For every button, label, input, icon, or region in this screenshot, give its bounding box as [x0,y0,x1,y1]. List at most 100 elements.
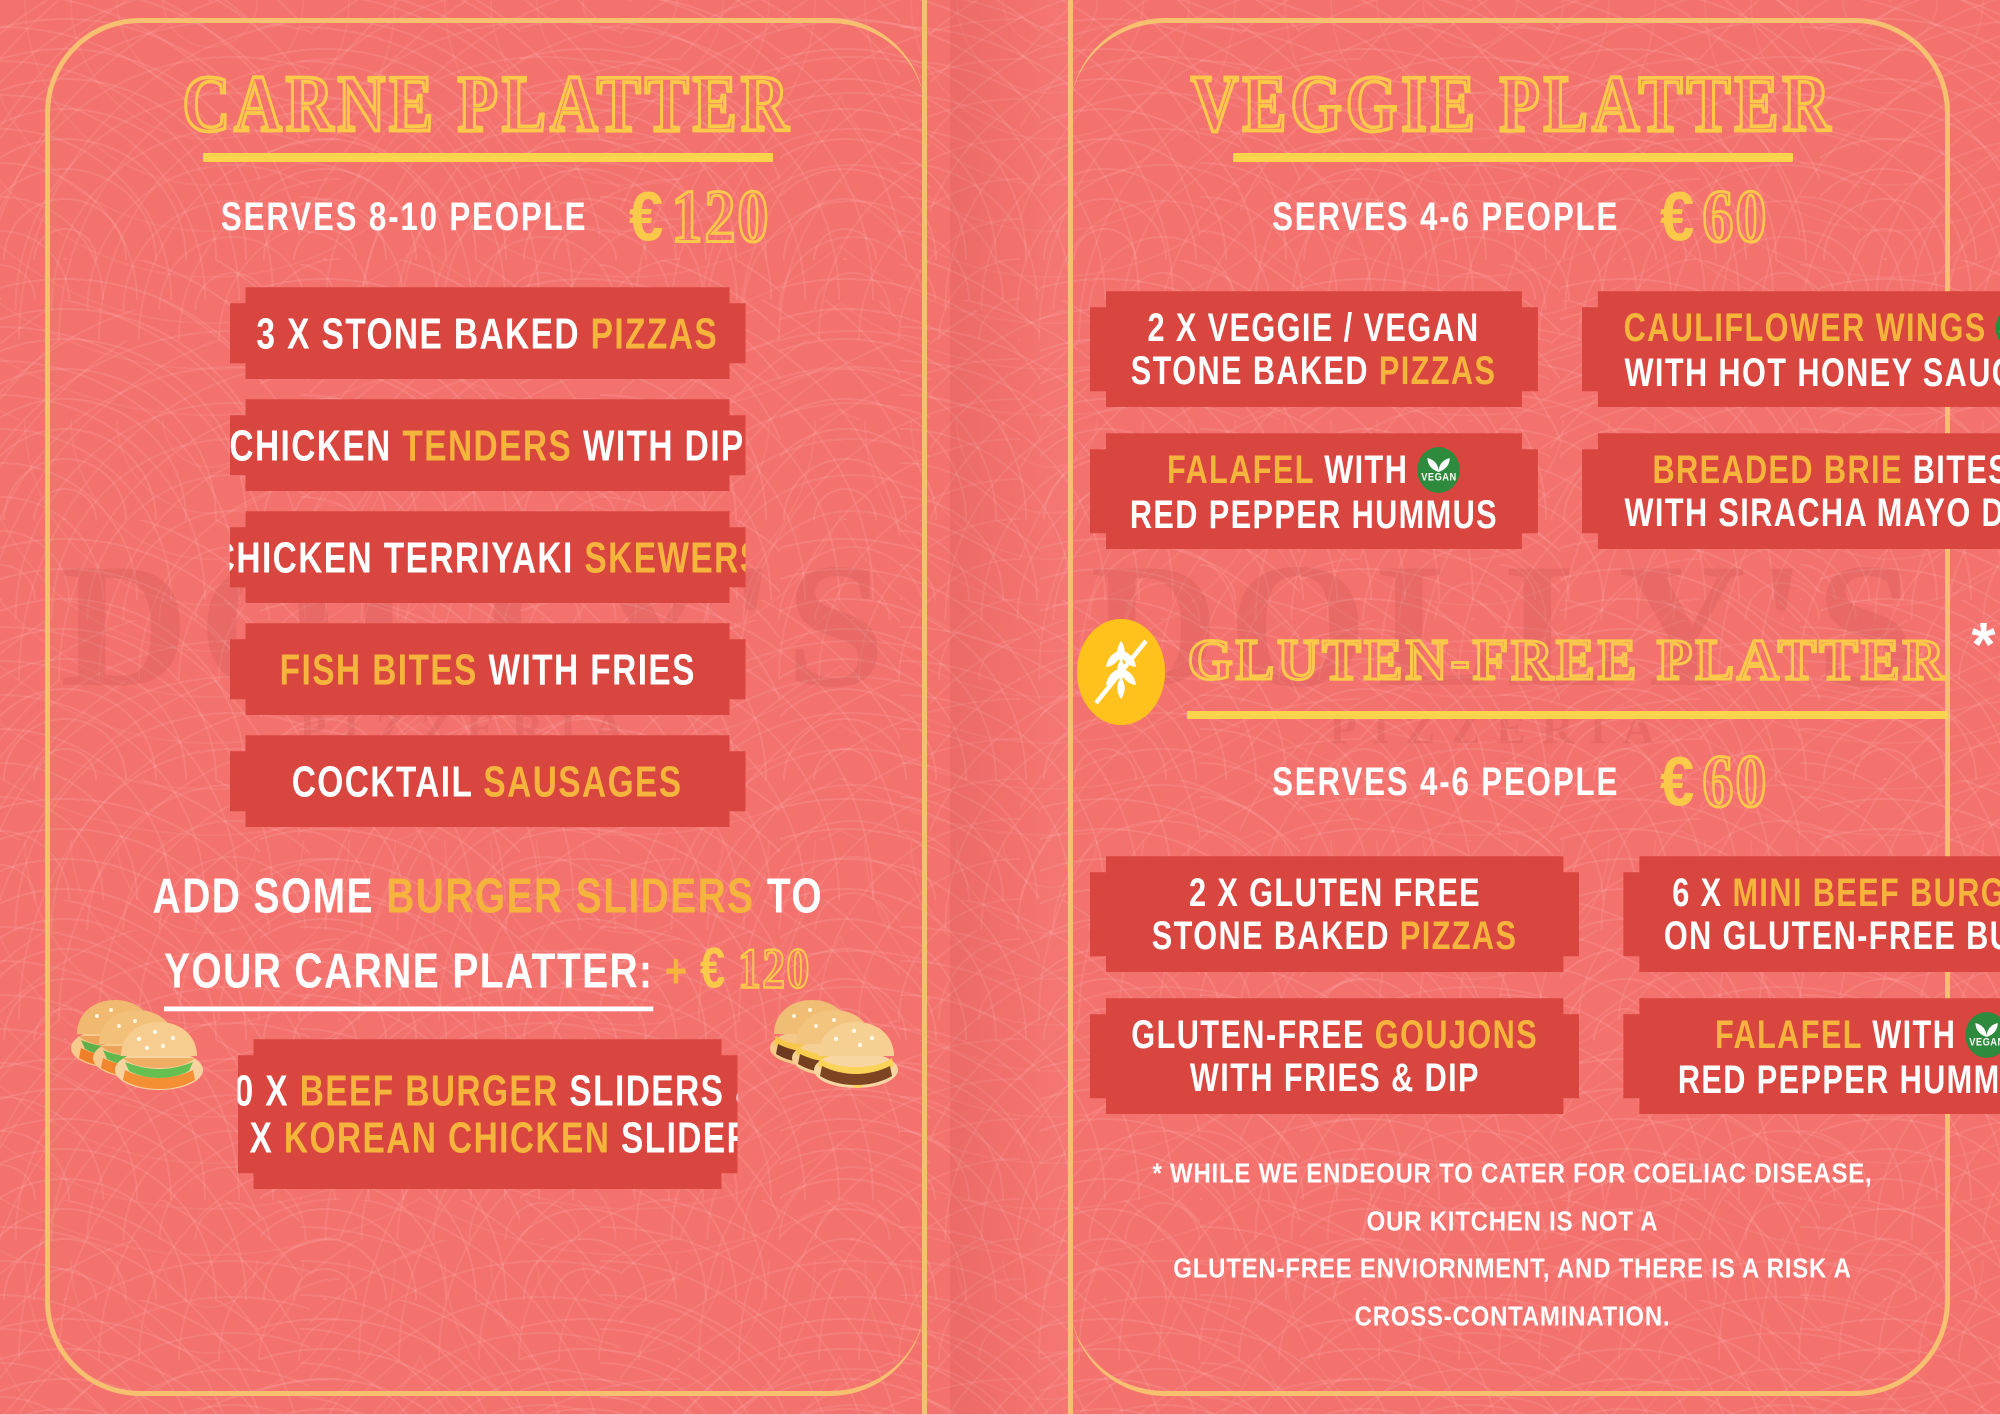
ribbon-text: CHICKEN TENDERS WITH DIP [230,417,745,474]
ribbon-text-line: RED PEPPER HUMMUS [1130,488,1498,540]
gluten-free-header: GLUTEN-FREE PLATTER * [1070,611,1996,726]
ribbon-text-highlight: BREADED BRIE [1652,446,1903,492]
ribbon-text: 20 X BEEF BURGER SLIDERS & [214,1062,760,1119]
ribbon-text-line: ON GLUTEN-FREE BUNS [1664,910,2000,962]
ribbon-text-plain: WITH FRIES [477,644,696,694]
ribbon-text-line: FALAFEL WITH VEGAN [1715,1007,2000,1062]
ribbon-text-plain: SLIDERS [610,1113,777,1163]
addon-line1-pre: ADD SOME [152,868,386,924]
ribbon-text-highlight: PIZZAS [1399,913,1518,958]
ribbon-text-plain: 6 X [1672,869,1733,915]
ribbon-text-highlight: GOUJONS [1374,1011,1539,1057]
menu-item-ribbon: FISH BITES WITH FRIES [230,623,746,715]
title-underline [202,153,773,163]
ribbon-text-highlight: SAUSAGES [483,756,683,806]
ribbon-text: RED PEPPER HUMMUS [1130,488,1498,540]
ribbon-text-plain: BITES [1902,446,2000,492]
menu-item-ribbon: 2 X VEGGIE / VEGAN STONE BAKED PIZZAS [1090,291,1538,407]
veggie-serves-row: SERVES 4-6 PEOPLE € 60 [1070,174,1955,260]
ribbon-text-line: 6 X MINI BEEF BURGER [1672,866,2000,918]
ribbon-text: WITH FRIES & DIP [1190,1052,1480,1104]
ribbon-text-plain: 2 X VEGGIE / VEGAN [1147,304,1481,350]
veggie-gluten-page: VEGGIE PLATTER SERVES 4-6 PEOPLE € 60 2 … [1070,0,1955,1414]
left-page-frame-inner-edge [922,0,927,1414]
carne-price: € 120 [629,174,770,260]
addon-price-amount: 120 [737,936,811,1002]
gluten-free-item-grid: 2 X GLUTEN FREE STONE BAKED PIZZAS 6 X MIN… [1070,856,1955,1114]
ribbon-text: COCKTAIL SAUSAGES [292,753,683,810]
ribbon-text: BREADED BRIE BITES [1652,443,2000,495]
ribbon-text-plain: STONE BAKED [1131,348,1380,393]
footnote-asterisk-marker: * [1971,610,1996,680]
carne-serves-row: SERVES 8-10 PEOPLE € 120 [45,174,930,260]
ribbon-text-highlight: KOREAN CHICKEN [284,1113,611,1163]
gluten-free-price: € 60 [1660,739,1768,825]
ribbon-text-line: BREADED BRIE BITES [1652,443,2000,495]
vegan-badge-label: VEGAN [1969,1035,1998,1049]
right-page-frame-inner-edge [1068,0,1073,1414]
ribbon-text-plain: CHICKEN [229,420,403,470]
price-amount: 120 [670,174,771,260]
ribbon-text-line: 2 X GLUTEN FREE [1189,866,1481,918]
vegan-badge: VEGAN [1418,447,1461,493]
ribbon-text-plain: CHICKEN TERRIYAKI [211,532,585,582]
veggie-title-block: VEGGIE PLATTER [1070,60,1955,163]
addon-line-1: ADD SOME BURGER SLIDERS TO [45,869,930,924]
ribbon-text-line: FISH BITES WITH FRIES [279,641,695,698]
addon-line-2: YOUR CARNE PLATTER: + € 120 [164,936,811,1012]
ribbon-text-plain: WITH [1862,1011,1957,1057]
menu-item-ribbon: GLUTEN-FREE GOUJONS WITH FRIES & DIP [1090,998,1579,1114]
ribbon-text: 6 X MINI BEEF BURGER [1672,866,2000,918]
disclaimer-line-1: * WHILE WE ENDEOUR TO CATER FOR COELIAC … [1152,1157,1873,1237]
ribbon-text-plain: WITH HOT HONEY SAUCE [1624,349,2000,395]
disclaimer-line-2: GLUTEN-FREE ENVIORNMENT, AND THERE IS A … [1173,1253,1852,1333]
ribbon-text-line: GLUTEN-FREE GOUJONS [1131,1008,1538,1060]
gluten-free-serves-row: SERVES 4-6 PEOPLE € 60 [1070,739,1955,825]
sliders-ribbon-row: 20 X BEEF BURGER SLIDERS & 20 X KOREAN CH… [45,1000,930,1189]
ribbon-text: RED PEPPER HUMMUS [1678,1053,2000,1105]
ribbon-text-line: WITH FRIES & DIP [1190,1052,1480,1104]
veggie-price: € 60 [1660,174,1768,260]
ribbon-text-line: 3 X STONE BAKED PIZZAS [257,305,719,362]
chicken-sliders-illustration [67,956,217,1101]
ribbon-text: FISH BITES WITH FRIES [279,641,695,698]
gluten-free-title-underline [1187,710,1948,719]
addon-line1-post: TO [754,868,823,924]
ribbon-text: FALAFEL WITH [1715,1008,1956,1060]
ribbon-text-highlight: FALAFEL [1167,446,1315,492]
gluten-free-icon [1077,619,1166,726]
ribbon-text-highlight: TENDERS [402,420,573,470]
ribbon-text-line: 20 X BEEF BURGER SLIDERS & [214,1062,760,1119]
ribbon-text-plain: WITH SIRACHA MAYO DIP [1624,490,2000,535]
ribbon-text-highlight: PIZZAS [1379,348,1497,393]
price-amount: 60 [1701,174,1769,260]
ribbon-text: STONE BAKED PIZZAS [1131,345,1497,397]
ribbon-text-highlight: FALAFEL [1714,1011,1863,1057]
veggie-title-underline [1232,153,1793,163]
addon-currency-symbol: € [699,937,727,1001]
ribbon-text: WITH SIRACHA MAYO DIP [1625,487,2000,539]
ribbon-text-plain: RED PEPPER HUMMUS [1129,491,1499,537]
ribbon-text-plain: 3 X STONE BAKED [256,308,591,358]
serves-text: SERVES 8-10 PEOPLE [220,194,587,240]
page-title: CARNE PLATTER [181,59,793,149]
ribbon-text-highlight: FISH BITES [279,644,478,694]
ribbon-text-highlight: MINI BEEF BURGER [1732,869,1981,915]
ribbon-text-line: WITH HOT HONEY SAUCE [1625,346,2000,398]
menu-item-ribbon: 3 X STONE BAKED PIZZAS [230,287,746,379]
ribbon-text-plain: WITH [1314,446,1409,492]
ribbon-text-plain: WITH FRIES & DIP [1189,1055,1480,1100]
ribbon-text-plain: GLUTEN-FREE [1131,1011,1375,1057]
carne-addon-block: ADD SOME BURGER SLIDERS TO YOUR CARNE PL… [45,869,930,1012]
ribbon-text-line: CAULIFLOWER WINGS VEGAN [1624,300,2000,355]
ribbon-text-line: STONE BAKED PIZZAS [1152,910,1518,962]
ribbon-text-line: CHICKEN TERRIYAKI SKEWERS [211,529,764,586]
cheeseburger-sliders-illustration [764,954,914,1099]
ribbon-text: GLUTEN-FREE GOUJONS [1131,1008,1538,1060]
ribbon-text-plain: 2 X GLUTEN FREE [1188,869,1481,915]
ribbon-text-plain: COCKTAIL [292,756,484,806]
ribbon-text-highlight: PIZZAS [590,308,719,358]
serves-text: SERVES 4-6 PEOPLE [1271,759,1619,805]
sliders-ribbon: 20 X BEEF BURGER SLIDERS & 20 X KOREAN CH… [238,1039,738,1189]
ribbon-text-line: FALAFEL WITH VEGAN [1167,442,1460,497]
